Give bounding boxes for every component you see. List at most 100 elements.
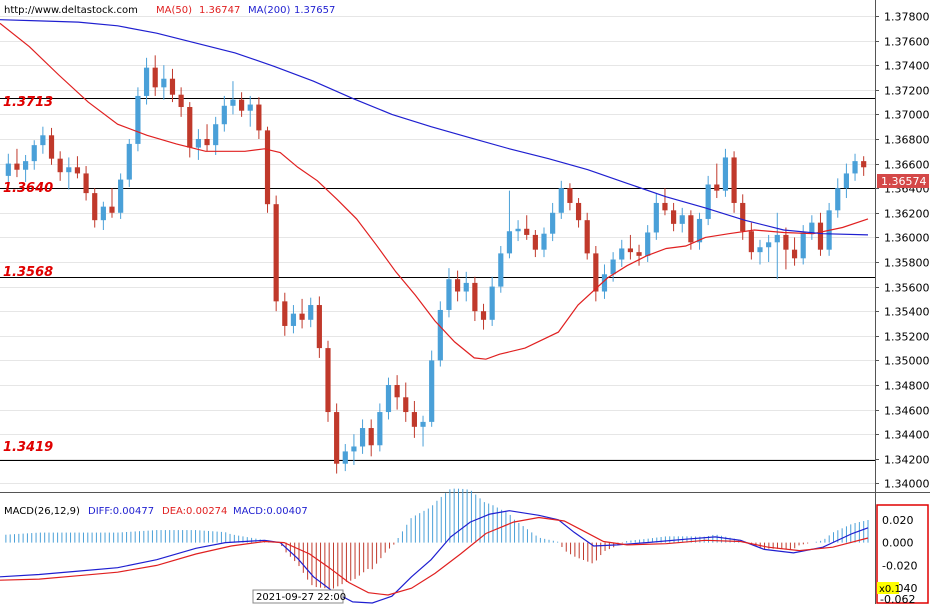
level-label-3: 1.3568 xyxy=(3,265,53,280)
macd-dea-line xyxy=(0,516,869,596)
macd-bottom-tick: -0.062 xyxy=(880,593,915,604)
price-tick-label: 1.34400 xyxy=(884,429,930,442)
candle-body xyxy=(316,305,322,349)
price-tick-label: 1.35600 xyxy=(884,282,930,295)
price-pane[interactable] xyxy=(0,0,875,492)
candle-body xyxy=(835,188,841,211)
current-price-tag xyxy=(877,174,929,188)
candle-body xyxy=(783,234,789,250)
ma50-value: 1.36747 xyxy=(199,5,240,16)
price-axis[interactable] xyxy=(876,0,930,492)
candle-body xyxy=(593,253,599,292)
candle-body xyxy=(308,305,314,320)
candle-body xyxy=(662,202,668,211)
candle-body xyxy=(498,253,504,287)
ma200-value: 1.37657 xyxy=(294,5,335,16)
candle-body xyxy=(377,412,383,446)
price-tick-label: 1.34000 xyxy=(884,478,930,491)
candle-body xyxy=(195,138,201,148)
level-label-2: 1.3640 xyxy=(3,181,53,196)
candle-body xyxy=(126,143,132,180)
candle-body xyxy=(791,249,798,259)
macd-tick-label: 0.000 xyxy=(882,537,914,550)
candle-body xyxy=(57,158,63,173)
candle-body xyxy=(645,232,651,256)
candle-body xyxy=(463,282,469,292)
candle-body xyxy=(722,157,729,191)
date-label: 2021-09-27 22:00 xyxy=(256,592,346,603)
candle-body xyxy=(40,135,46,146)
candle-body xyxy=(636,252,642,256)
price-grid xyxy=(0,16,875,484)
candle-body xyxy=(506,231,513,254)
macd-dea-label: DEA:0.00274 xyxy=(162,506,227,517)
candle-body xyxy=(403,397,409,413)
candle-body xyxy=(187,107,193,148)
candle-body xyxy=(351,446,357,452)
candle-body xyxy=(688,215,694,243)
candle-body xyxy=(861,161,867,168)
candle-body xyxy=(774,234,780,243)
moving-averages xyxy=(0,19,869,360)
candle-body xyxy=(524,228,530,235)
candle-body xyxy=(256,104,262,131)
candle-body xyxy=(515,228,521,232)
candle-body xyxy=(273,204,279,302)
price-tick-label: 1.37200 xyxy=(884,85,930,98)
macd-scale-text: x0.1 xyxy=(879,584,901,595)
price-tick-label: 1.35800 xyxy=(884,257,930,270)
price-tick-label: 1.37600 xyxy=(884,36,930,49)
candle-body xyxy=(800,232,806,259)
candle-body xyxy=(66,167,72,173)
candle-body xyxy=(92,193,98,221)
candle-body xyxy=(489,286,495,320)
candle-body xyxy=(852,161,858,174)
candle-body xyxy=(757,247,763,253)
price-tick-label: 1.36600 xyxy=(884,159,930,172)
candle-body xyxy=(472,282,478,312)
price-tick-label: 1.35000 xyxy=(884,355,930,368)
horizontal-levels xyxy=(0,98,875,461)
candle-body xyxy=(135,95,141,144)
macd-pane[interactable] xyxy=(0,493,875,604)
candle-body xyxy=(264,130,271,205)
candle-body xyxy=(342,451,348,464)
candle-body xyxy=(679,215,685,224)
candle-body xyxy=(766,242,772,248)
candle-body xyxy=(359,428,366,447)
price-tick-label: 1.36800 xyxy=(884,134,930,147)
price-ticks: 1.37800 1.37600 1.37400 1.37200 1.37000 1.368… xyxy=(875,11,930,491)
candle-body xyxy=(83,173,89,194)
macd-lines xyxy=(0,510,869,604)
candle-body xyxy=(299,313,305,320)
candle-body xyxy=(731,157,737,203)
ma200-label: MA(200) xyxy=(248,5,290,16)
price-tick-label: 1.37400 xyxy=(884,60,930,73)
candle-body xyxy=(247,104,253,111)
macd-title: MACD(26,12,9) xyxy=(4,506,80,517)
candle-body xyxy=(601,274,608,292)
candle-body xyxy=(714,184,720,191)
price-tick-label: 1.35200 xyxy=(884,331,930,344)
price-tick-label: 1.37000 xyxy=(884,109,930,122)
candle-body xyxy=(809,222,815,233)
candle-body xyxy=(696,218,703,243)
ma50-line xyxy=(0,22,869,360)
candle-body xyxy=(74,167,81,174)
candle-body xyxy=(437,309,443,361)
candle-body xyxy=(169,78,176,95)
candle-body xyxy=(368,428,374,446)
candle-body xyxy=(152,67,158,88)
price-tick-label: 1.34600 xyxy=(884,405,930,418)
macd-axis-frame[interactable] xyxy=(876,504,929,604)
candle-body xyxy=(385,384,392,413)
level-label-1: 1.3713 xyxy=(3,95,53,110)
date-label-box xyxy=(252,589,344,604)
candle-body xyxy=(334,412,340,464)
candles xyxy=(5,55,867,474)
candle-body xyxy=(705,184,711,219)
header-url[interactable]: http://www.deltastock.com xyxy=(4,5,138,16)
price-tick-label: 1.34800 xyxy=(884,380,930,393)
